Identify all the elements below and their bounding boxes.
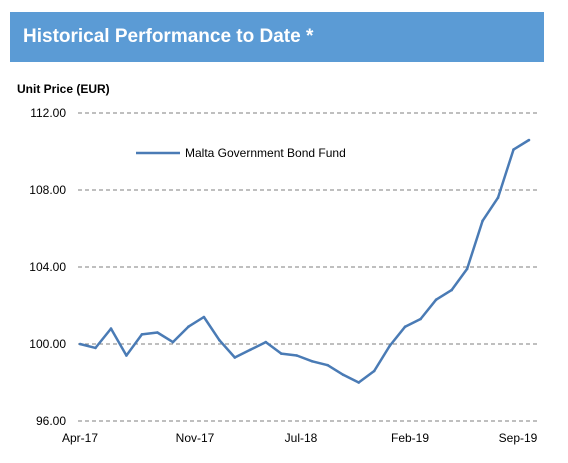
data-point	[171, 340, 175, 344]
x-tick-labels: Apr-17 Nov-17 Jul-18 Feb-19 Sep-19	[62, 431, 538, 445]
x-tick-label: Apr-17	[62, 431, 98, 445]
legend-label: Malta Government Bond Fund	[185, 146, 346, 160]
data-point	[264, 340, 268, 344]
data-point	[233, 356, 237, 359]
series-line	[79, 138, 530, 384]
data-point	[527, 138, 531, 142]
x-tick-label: Nov-17	[176, 431, 215, 445]
data-point	[310, 360, 314, 363]
data-point	[419, 317, 422, 321]
data-point	[78, 342, 82, 346]
data-point	[218, 338, 221, 342]
data-point	[249, 348, 252, 352]
data-point	[295, 354, 299, 357]
series-group	[78, 138, 531, 384]
y-tick-label: 100.00	[29, 337, 66, 351]
data-point	[326, 363, 330, 367]
data-point	[357, 381, 361, 384]
x-tick-label: Sep-19	[499, 431, 538, 445]
y-tick-labels: 96.00 100.00 104.00 108.00 112.00	[29, 106, 66, 428]
data-point	[125, 354, 128, 357]
x-tick-label: Jul-18	[285, 431, 318, 445]
data-point	[372, 369, 376, 373]
data-point	[388, 344, 392, 348]
chart-header: Historical Performance to Date *	[10, 12, 544, 62]
data-point	[403, 325, 407, 329]
data-point	[187, 325, 190, 329]
data-point	[202, 315, 206, 319]
y-tick-label: 112.00	[30, 106, 66, 120]
data-point	[140, 333, 144, 336]
data-point	[434, 298, 438, 302]
data-point	[280, 352, 283, 355]
data-point	[496, 196, 500, 199]
data-point	[450, 288, 453, 292]
gridlines	[78, 112, 540, 422]
y-axis-title: Unit Price (EUR)	[17, 82, 110, 96]
y-tick-label: 104.00	[29, 260, 66, 274]
chart-title: Historical Performance to Date *	[23, 26, 314, 47]
x-tick-label: Feb-19	[391, 431, 429, 445]
y-tick-label: 96.00	[36, 414, 66, 428]
data-point	[512, 148, 515, 151]
data-point	[109, 327, 113, 330]
legend: Malta Government Bond Fund	[136, 146, 346, 160]
data-point	[465, 267, 469, 271]
data-point	[94, 346, 97, 350]
data-point	[481, 219, 484, 223]
data-point	[156, 331, 159, 334]
y-tick-label: 108.00	[29, 183, 66, 197]
data-point	[341, 373, 345, 377]
